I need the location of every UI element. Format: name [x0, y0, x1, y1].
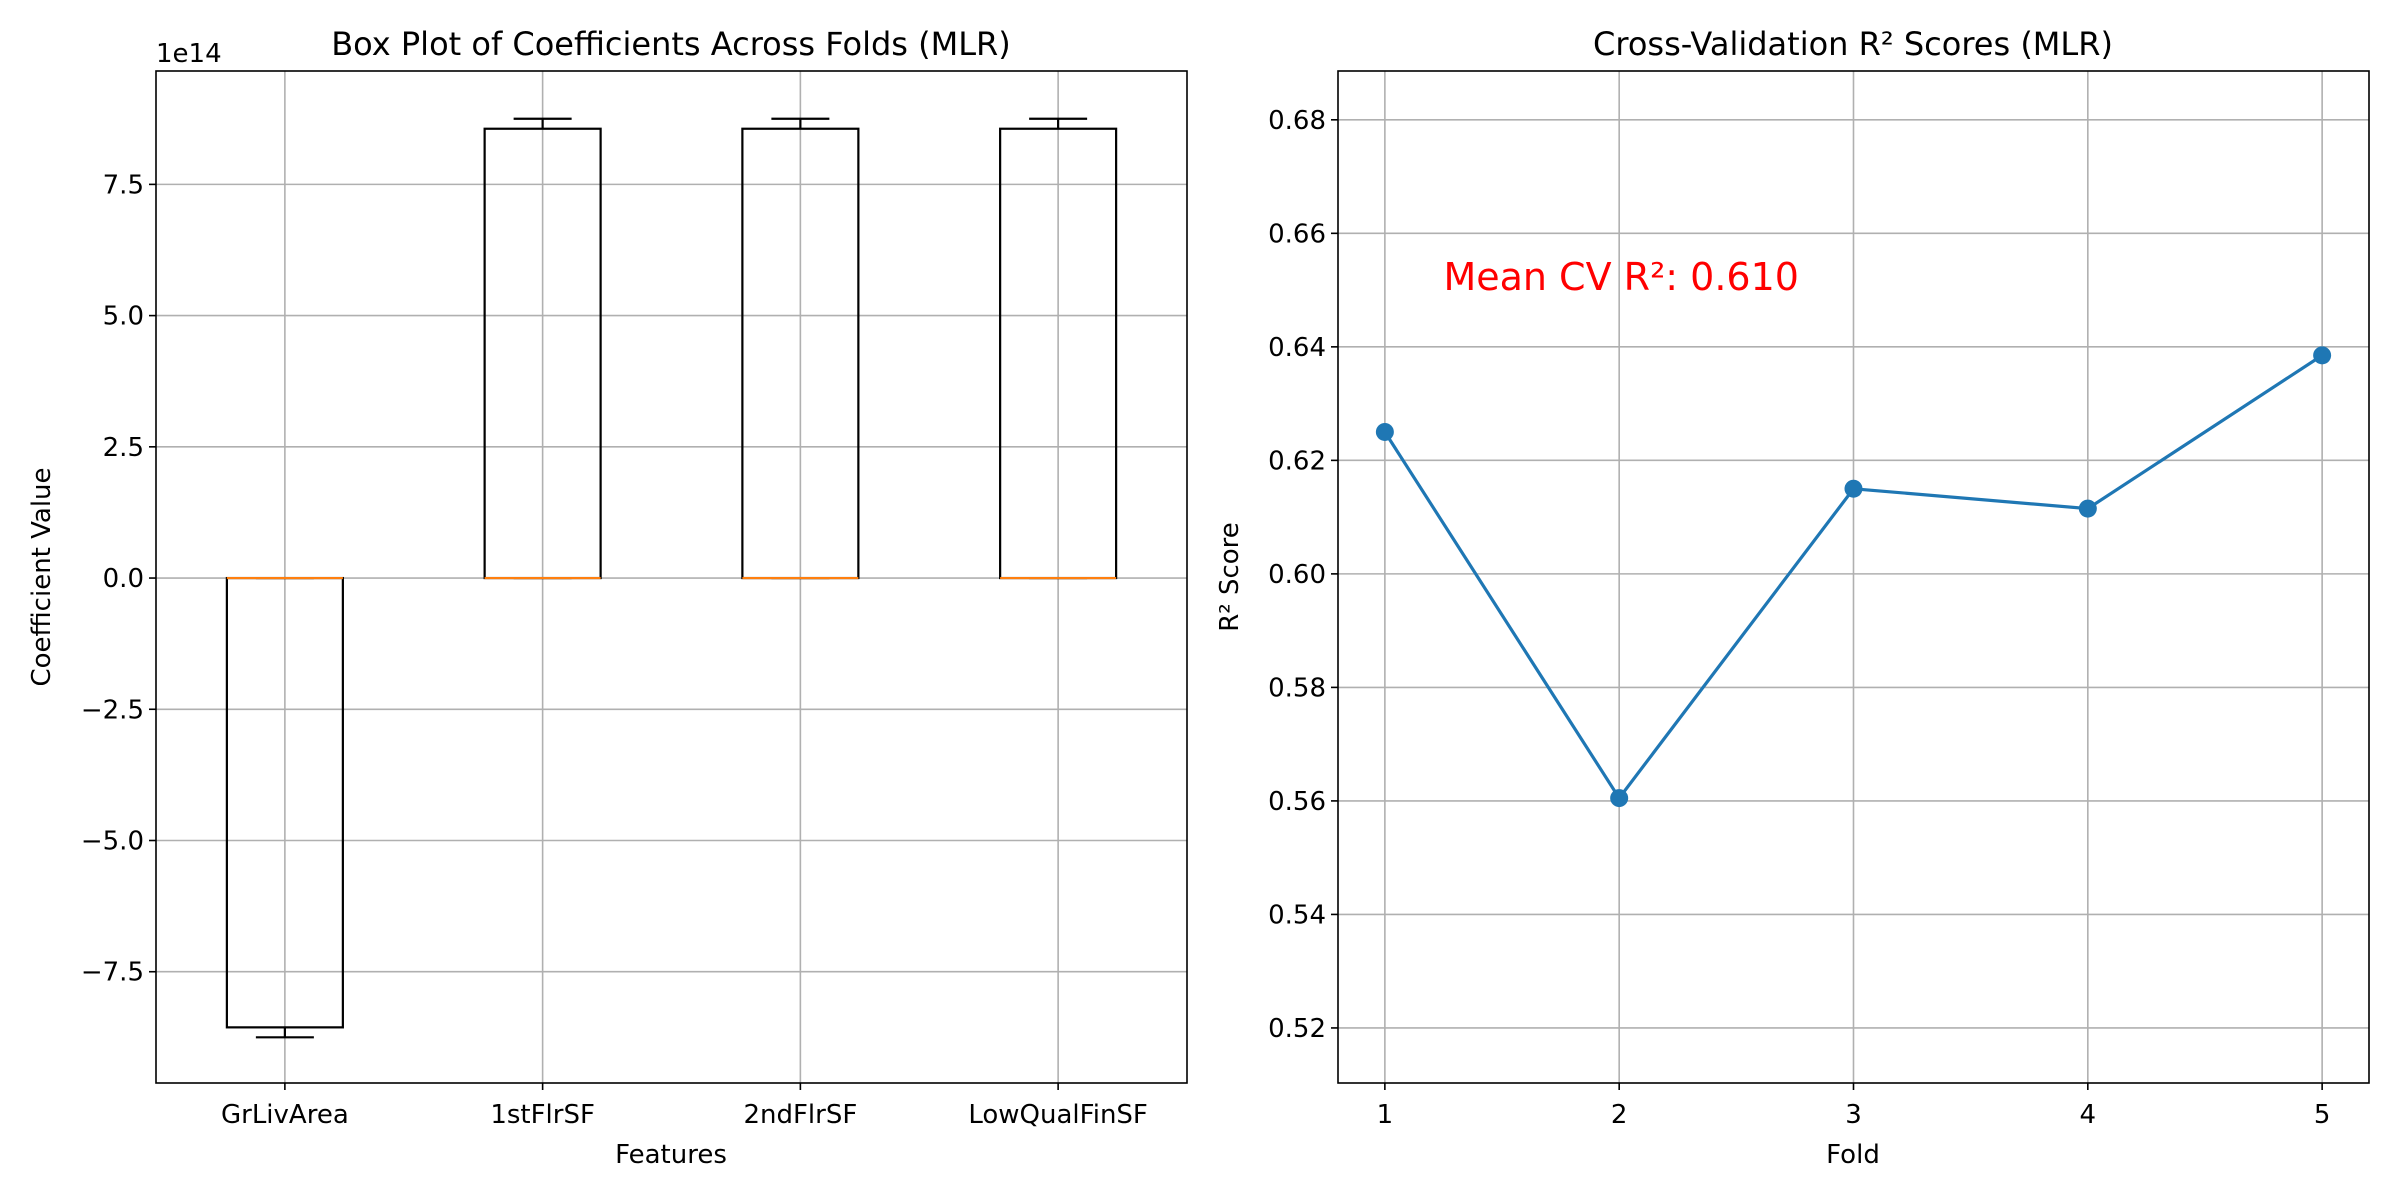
box-plot-offset-label: 1e14: [156, 39, 222, 69]
y-tick-label: −5.0: [81, 826, 144, 856]
box-LowQualFinSF: [999, 117, 1118, 580]
r2-point-fold-1: [1375, 422, 1394, 441]
y-tick-label: 7.5: [103, 170, 144, 200]
r2-point-fold-5: [2313, 346, 2332, 365]
r2-point-fold-3: [1844, 479, 1863, 498]
y-tick-label: 0.60: [1268, 560, 1326, 590]
y-tick-label: −7.5: [81, 958, 144, 988]
axes-frame: [1337, 70, 2370, 1084]
y-tick-label: 0.56: [1268, 787, 1326, 817]
y-tick-label: 0.54: [1268, 900, 1326, 930]
x-tick-label: 2ndFlrSF: [743, 1100, 857, 1130]
axes-frame: [155, 70, 1188, 1084]
cv-plot-xlabel: Fold: [1826, 1140, 1880, 1170]
x-tick-label: 2: [1611, 1100, 1628, 1130]
x-tick-label: 3: [1845, 1100, 1862, 1130]
y-tick-label: 0.64: [1268, 333, 1326, 363]
cv-plot-title: Cross-Validation R² Scores (MLR): [1593, 25, 2113, 63]
y-tick-label: 0.52: [1268, 1014, 1326, 1044]
y-tick-label: 0.66: [1268, 219, 1326, 249]
box-1stFlrSF: [483, 117, 602, 580]
r2-point-fold-2: [1610, 789, 1629, 808]
y-tick-label: 0.58: [1268, 673, 1326, 703]
x-tick-label: GrLivArea: [221, 1100, 349, 1130]
x-tick-label: 1: [1377, 1100, 1394, 1130]
x-tick-label: LowQualFinSF: [968, 1100, 1148, 1130]
box-GrLivArea: [225, 576, 344, 1039]
box-plot-xlabel: Features: [615, 1140, 727, 1170]
y-tick-label: 5.0: [103, 302, 144, 332]
box-plot-panel: Box Plot of Coefficients Across Folds (M…: [27, 25, 1188, 1170]
box-plot-ylabel: Coefficient Value: [27, 467, 57, 686]
cv-plot-ylabel: R² Score: [1215, 522, 1245, 632]
y-tick-label: −2.5: [81, 695, 144, 725]
y-tick-label: 0.68: [1268, 106, 1326, 136]
box-plot-title: Box Plot of Coefficients Across Folds (M…: [331, 25, 1011, 63]
y-tick-label: 2.5: [103, 433, 144, 463]
mean-cv-annotation: Mean CV R²: 0.610: [1443, 255, 1799, 299]
x-tick-label: 4: [2080, 1100, 2097, 1130]
y-tick-label: 0.0: [103, 564, 144, 594]
cv-line-panel: Cross-Validation R² Scores (MLR) Fold R²…: [1215, 25, 2370, 1170]
r2-point-fold-4: [2078, 499, 2097, 518]
y-tick-label: 0.62: [1268, 446, 1326, 476]
box-2ndFlrSF: [741, 117, 860, 580]
grid: [1338, 71, 2369, 1083]
x-tick-label: 5: [2314, 1100, 2331, 1130]
x-tick-label: 1stFlrSF: [490, 1100, 595, 1130]
